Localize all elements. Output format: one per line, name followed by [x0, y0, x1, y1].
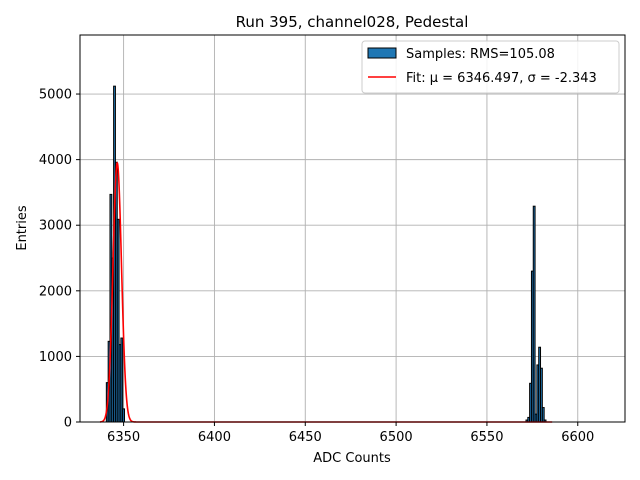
histogram-bar — [532, 205, 536, 423]
legend: Samples: RMS=105.08 Fit: μ = 6346.497, σ… — [361, 40, 620, 94]
y-axis-title: Entries — [15, 205, 30, 251]
x-tick-label: 6450 — [289, 430, 322, 445]
legend-box — [361, 40, 620, 94]
x-tick-label: 6400 — [198, 430, 231, 445]
y-axis-ticks: 0 1000 2000 3000 4000 5000 — [39, 88, 80, 431]
y-tick-label: 3000 — [39, 219, 72, 234]
histogram-bar — [122, 408, 126, 423]
y-tick-label: 1000 — [39, 350, 72, 365]
x-tick-label: 6500 — [380, 430, 413, 445]
legend-swatch-samples — [367, 47, 397, 59]
x-tick-label: 6600 — [561, 430, 594, 445]
legend-label-samples: Samples: RMS=105.08 — [406, 47, 555, 62]
plot-frame — [79, 34, 626, 423]
y-tick-label: 4000 — [39, 153, 72, 168]
chart-title: Run 395, channel028, Pedestal — [236, 13, 469, 31]
legend-label-fit: Fit: μ = 6346.497, σ = -2.343 — [406, 71, 597, 86]
histogram-bars — [105, 85, 547, 423]
y-tick-label: 5000 — [39, 88, 72, 103]
x-axis-title: ADC Counts — [313, 451, 391, 466]
x-axis-ticks: 6350 6400 6450 6500 6550 6600 — [107, 422, 594, 445]
y-tick-label: 2000 — [39, 284, 72, 299]
x-tick-label: 6350 — [107, 430, 140, 445]
y-tick-label: 0 — [64, 416, 72, 431]
x-tick-label: 6550 — [470, 430, 503, 445]
